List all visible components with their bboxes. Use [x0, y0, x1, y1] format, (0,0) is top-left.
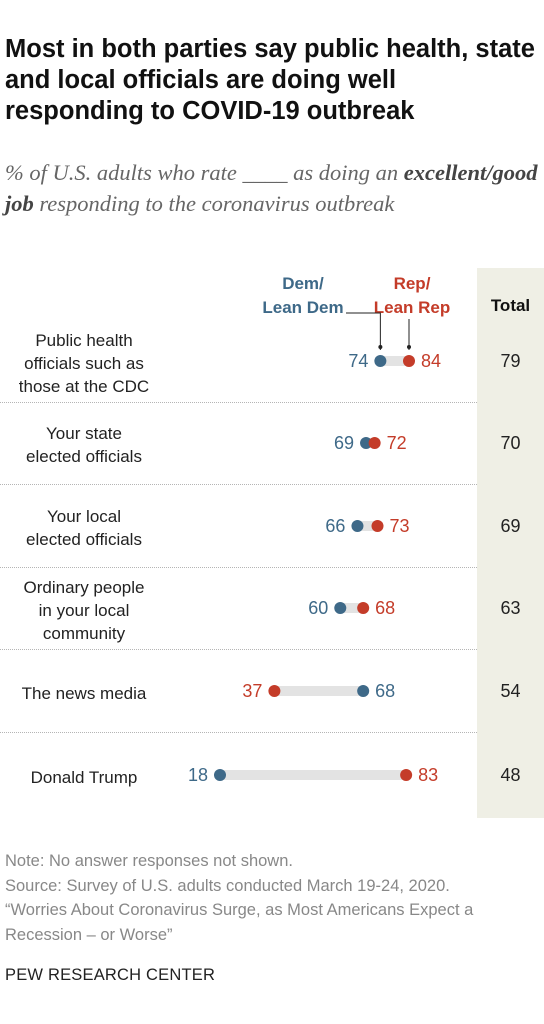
row-label-line: Your local	[46, 507, 122, 526]
row-label-line: The news media	[21, 683, 147, 703]
row-label-line: community	[42, 623, 126, 643]
legend-dem: Dem/ Lean Dem	[243, 272, 363, 320]
dem-value: 18	[187, 765, 208, 785]
legend-rep-line2: Lean Rep	[373, 298, 451, 317]
total-header: Total	[490, 296, 531, 315]
dem-value: 69	[334, 433, 355, 453]
rep-dot	[368, 437, 381, 449]
legend-rep-line1: Rep/	[393, 274, 431, 293]
gap-bar	[274, 686, 364, 696]
footer-note: Note: No answer responses not shown.	[5, 852, 293, 870]
total-value: 54	[500, 681, 521, 701]
row-separator	[0, 732, 477, 733]
dem-value: 74	[348, 351, 369, 371]
legend-dem-line1: Dem/	[282, 274, 324, 293]
rep-dot	[268, 685, 281, 697]
rep-dot	[400, 769, 413, 781]
subtitle-part1: % of U.S. adults who rate ____ as doing …	[5, 160, 404, 185]
footer-notes: Note: No answer responses not shown. Sou…	[5, 849, 541, 947]
dem-dot	[360, 437, 373, 449]
row-separator	[0, 567, 477, 568]
row-label-line: Ordinary people	[23, 577, 145, 597]
row-label-line: those at the CDC	[18, 376, 150, 396]
gap-bar	[340, 603, 364, 613]
rep-dot	[357, 602, 370, 614]
subtitle-part2: responding to the coronavirus outbreak	[33, 191, 395, 216]
rep-value: 84	[421, 351, 442, 371]
row-label: Ordinary people in your local community	[0, 576, 168, 645]
footer-report: “Worries About Coronavirus Surge, as Mos…	[5, 901, 474, 944]
row-label-line: Public health	[35, 330, 133, 350]
row-separator	[0, 484, 477, 485]
gap-bar	[380, 356, 409, 366]
legend-rep: Rep/ Lean Rep	[352, 272, 472, 320]
row-label: Donald Trump	[0, 766, 168, 789]
row-label: Public health officials such as those at t…	[0, 329, 168, 398]
total-value: 79	[500, 351, 521, 371]
row-label-line: officials such as	[24, 353, 144, 373]
brand-name: PEW RESEARCH CENTER	[5, 966, 216, 984]
row-label-line: elected officials	[26, 530, 142, 549]
dem-dot	[334, 602, 347, 614]
total-value: 69	[500, 516, 521, 536]
rep-dot	[403, 355, 415, 367]
dem-dot	[351, 520, 364, 532]
gap-bar	[357, 521, 378, 531]
row-label: Your state elected officials	[0, 422, 168, 468]
row-label-line: elected officials	[26, 447, 142, 466]
dem-value: 60	[308, 598, 329, 618]
legend-dem-line2: Lean Dem	[262, 298, 344, 317]
rep-dot	[371, 520, 384, 532]
row-label: The news media	[0, 682, 168, 705]
chart-title: Most in both parties say public health, …	[5, 35, 535, 125]
row-label: Your local elected officials	[0, 505, 168, 551]
row-label-line: in your local	[38, 600, 130, 620]
gap-bar	[220, 770, 407, 780]
row-separator	[0, 649, 477, 650]
footer-source: Source: Survey of U.S. adults conducted …	[5, 876, 450, 895]
rep-value: 83	[418, 765, 439, 785]
rep-value: 37	[242, 681, 263, 701]
rep-value: 68	[375, 598, 396, 618]
dem-value: 66	[325, 516, 346, 536]
total-value: 48	[500, 765, 521, 785]
total-value: 70	[500, 433, 521, 453]
row-label-line: Donald Trump	[30, 767, 138, 787]
rep-value: 72	[386, 433, 407, 453]
subtitle-emphasis: excellent/good job	[5, 160, 538, 216]
dem-value: 68	[375, 681, 396, 701]
total-column-background	[477, 268, 544, 818]
dem-dot	[214, 769, 226, 781]
chart-subtitle: % of U.S. adults who rate ____ as doing …	[5, 157, 541, 219]
dem-dot	[357, 685, 370, 697]
rep-value: 73	[389, 516, 410, 536]
row-label-line: Your state	[46, 424, 122, 443]
dem-dot	[374, 355, 387, 367]
legend-dem-leader	[346, 312, 381, 350]
legend-rep-leader-dot	[407, 345, 411, 349]
total-value: 63	[500, 598, 521, 618]
legend-dem-leader-dot	[378, 345, 383, 349]
row-separator	[0, 402, 477, 403]
